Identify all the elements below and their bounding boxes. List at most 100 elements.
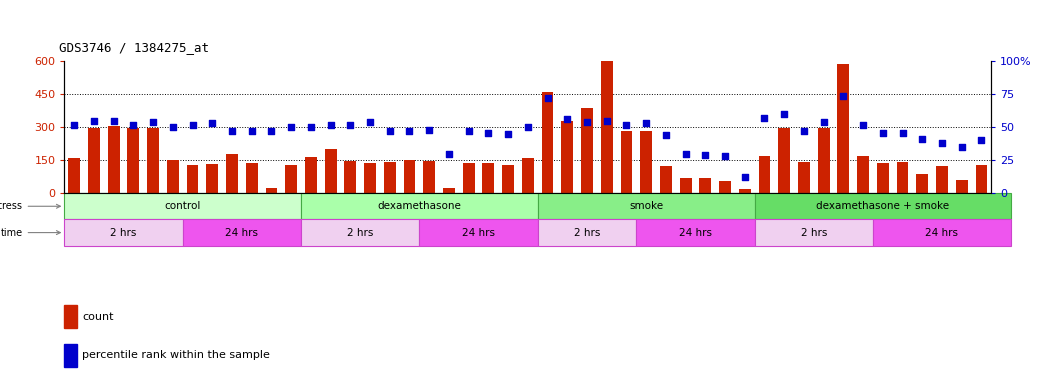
Bar	[404, 160, 415, 193]
Point	[164, 124, 182, 130]
Bar	[640, 131, 652, 193]
Point	[816, 119, 832, 125]
Bar	[719, 181, 731, 193]
Point	[362, 119, 379, 125]
Bar	[419, 219, 538, 246]
Bar	[108, 126, 119, 193]
Bar	[601, 61, 612, 193]
Bar	[538, 193, 755, 219]
Point	[106, 118, 122, 124]
Text: percentile rank within the sample: percentile rank within the sample	[82, 350, 270, 360]
Point	[440, 151, 457, 157]
Point	[322, 122, 338, 128]
Bar	[246, 164, 257, 193]
Point	[203, 120, 221, 126]
Text: dexamethasone: dexamethasone	[378, 201, 461, 211]
Bar	[538, 219, 636, 246]
Bar	[64, 193, 301, 219]
Bar	[976, 165, 987, 193]
Bar	[147, 128, 159, 193]
Bar	[463, 164, 474, 193]
Bar	[759, 156, 770, 193]
Point	[282, 124, 299, 130]
Bar	[69, 158, 80, 193]
Point	[500, 131, 517, 137]
Point	[461, 128, 477, 134]
Bar	[187, 165, 198, 193]
Bar	[305, 157, 317, 193]
Bar	[562, 121, 573, 193]
Point	[619, 122, 635, 128]
Text: 24 hrs: 24 hrs	[926, 228, 958, 238]
Bar	[700, 178, 711, 193]
Text: 24 hrs: 24 hrs	[679, 228, 712, 238]
Point	[559, 116, 576, 122]
Bar	[285, 165, 297, 193]
Point	[264, 128, 280, 134]
Point	[776, 111, 793, 117]
Bar	[266, 188, 277, 193]
Text: 24 hrs: 24 hrs	[462, 228, 495, 238]
Bar	[857, 156, 869, 193]
Point	[716, 153, 733, 159]
Bar	[739, 189, 750, 193]
Bar	[956, 180, 967, 193]
Text: time: time	[0, 228, 60, 238]
Point	[953, 144, 969, 150]
Point	[914, 136, 931, 142]
Point	[934, 140, 951, 146]
Text: 2 hrs: 2 hrs	[347, 228, 374, 238]
Bar	[183, 219, 301, 246]
Text: 2 hrs: 2 hrs	[574, 228, 600, 238]
Bar	[755, 193, 1011, 219]
Point	[579, 119, 596, 125]
Point	[85, 118, 102, 124]
Text: stress: stress	[0, 201, 60, 211]
Bar	[936, 166, 948, 193]
Point	[421, 127, 438, 133]
Point	[125, 122, 141, 128]
Point	[698, 152, 714, 158]
Bar	[424, 161, 435, 193]
Bar	[636, 219, 755, 246]
Bar	[621, 131, 632, 193]
Bar	[384, 162, 395, 193]
Point	[382, 128, 399, 134]
Point	[303, 124, 320, 130]
Point	[874, 129, 891, 136]
Bar	[838, 64, 849, 193]
Text: GDS3746 / 1384275_at: GDS3746 / 1384275_at	[59, 41, 210, 54]
Point	[855, 122, 872, 128]
Bar	[301, 219, 419, 246]
Bar	[873, 219, 1011, 246]
Point	[145, 119, 162, 125]
Point	[540, 95, 556, 101]
Point	[737, 174, 754, 180]
Bar	[798, 162, 810, 193]
Point	[756, 115, 772, 121]
Text: 2 hrs: 2 hrs	[800, 228, 827, 238]
Point	[796, 128, 813, 134]
Point	[185, 122, 201, 128]
Bar	[877, 164, 889, 193]
Point	[480, 129, 497, 136]
Point	[401, 128, 417, 134]
Text: smoke: smoke	[629, 201, 663, 211]
Bar	[755, 219, 873, 246]
Point	[66, 122, 82, 128]
Bar	[818, 128, 829, 193]
Bar	[660, 166, 672, 193]
Point	[658, 132, 675, 138]
Bar	[325, 149, 336, 193]
Bar	[581, 108, 593, 193]
Bar	[88, 128, 100, 193]
Bar	[167, 160, 179, 193]
Point	[598, 118, 614, 124]
Bar	[897, 162, 908, 193]
Point	[520, 124, 537, 130]
Text: dexamethasone + smoke: dexamethasone + smoke	[816, 201, 950, 211]
Bar	[64, 219, 183, 246]
Bar	[345, 161, 356, 193]
Bar	[502, 165, 514, 193]
Point	[637, 120, 654, 126]
